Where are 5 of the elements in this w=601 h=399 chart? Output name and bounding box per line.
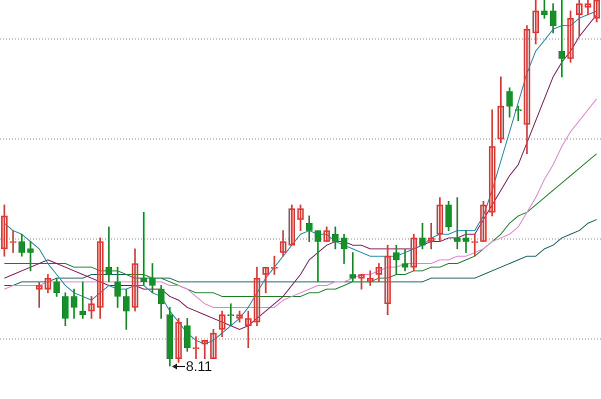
candlestick	[27, 241, 34, 272]
annotation: 8.11	[186, 358, 212, 374]
candlestick	[462, 230, 470, 253]
candlestick	[314, 230, 322, 282]
candlestick	[402, 248, 408, 272]
